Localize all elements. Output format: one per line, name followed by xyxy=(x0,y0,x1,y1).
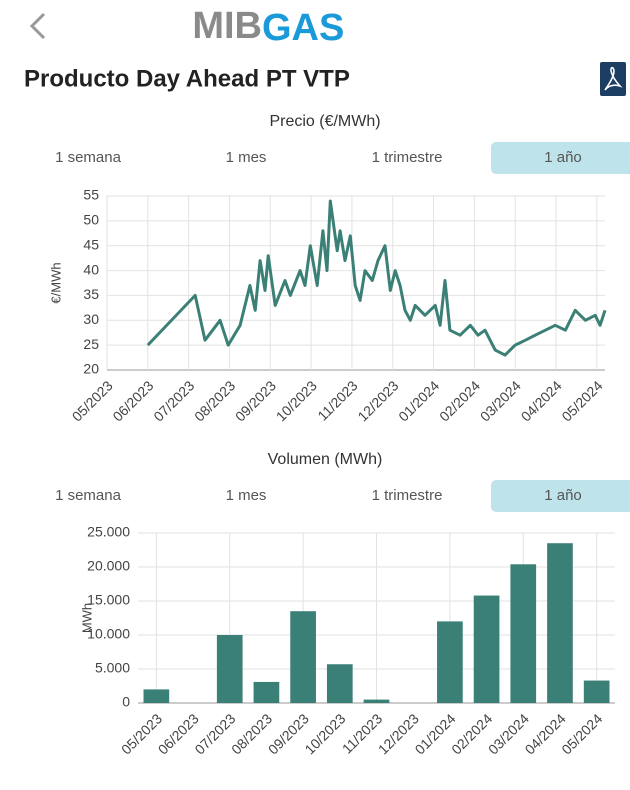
y-axis-title: MWh xyxy=(79,603,94,633)
range-button-label: 1 trimestre xyxy=(372,149,443,166)
range-button-label: 1 mes xyxy=(226,149,267,166)
bar xyxy=(473,595,500,703)
bar xyxy=(290,611,316,703)
range-button-label: 1 semana xyxy=(55,149,122,166)
range-button-label: 1 año xyxy=(544,487,582,504)
chart-title: Volumen (MWh) xyxy=(268,451,383,468)
y-tick-label: 30 xyxy=(83,311,99,327)
bar xyxy=(216,635,243,703)
range-button-label: 1 semana xyxy=(55,487,122,504)
y-tick-label: 50 xyxy=(83,212,99,228)
y-tick-label: 25.000 xyxy=(87,524,130,540)
bar xyxy=(510,564,537,703)
bar xyxy=(326,664,353,703)
range-button[interactable]: 1 semana xyxy=(55,149,122,166)
y-tick-label: 40 xyxy=(83,261,99,277)
price-line xyxy=(146,199,607,357)
range-button[interactable]: 1 semana xyxy=(55,487,122,504)
range-button[interactable]: 1 año xyxy=(491,142,630,174)
bar xyxy=(363,699,390,703)
bar xyxy=(547,543,573,703)
y-tick-label: 20 xyxy=(83,361,99,377)
bar xyxy=(143,689,170,703)
y-tick-label: 10.000 xyxy=(87,626,130,642)
y-tick-label: 15.000 xyxy=(87,592,130,608)
page-title: Producto Day Ahead PT VTP xyxy=(24,65,350,92)
range-button-active xyxy=(491,480,630,512)
range-button-label: 1 trimestre xyxy=(372,487,443,504)
bar xyxy=(253,681,280,703)
logo-left: MIB xyxy=(192,5,262,47)
pdf-button[interactable] xyxy=(600,62,626,96)
y-tick-label: 5.000 xyxy=(95,660,130,676)
y-tick-label: 35 xyxy=(83,286,99,302)
y-tick-label: 20.000 xyxy=(87,558,130,574)
range-button[interactable]: 1 mes xyxy=(226,487,267,504)
pdf-glyph xyxy=(604,66,623,91)
range-button[interactable]: 1 trimestre xyxy=(372,487,443,504)
range-button[interactable]: 1 trimestre xyxy=(372,149,443,166)
back-button[interactable] xyxy=(29,12,46,40)
logo-right: GAS xyxy=(262,7,344,49)
range-button-label: 1 mes xyxy=(226,487,267,504)
range-button-label: 1 año xyxy=(544,149,582,166)
bar xyxy=(583,680,610,703)
chart-title: Precio (€/MWh) xyxy=(269,113,380,130)
bar xyxy=(437,621,463,703)
y-tick-label: 45 xyxy=(83,236,99,252)
range-button[interactable]: 1 mes xyxy=(226,149,267,166)
range-button-active xyxy=(491,142,630,174)
y-tick-label: 55 xyxy=(83,187,99,203)
y-axis-title: €/MWh xyxy=(48,262,63,303)
y-tick-label: 0 xyxy=(122,694,130,710)
range-button[interactable]: 1 año xyxy=(491,480,630,512)
y-tick-label: 25 xyxy=(83,336,99,352)
